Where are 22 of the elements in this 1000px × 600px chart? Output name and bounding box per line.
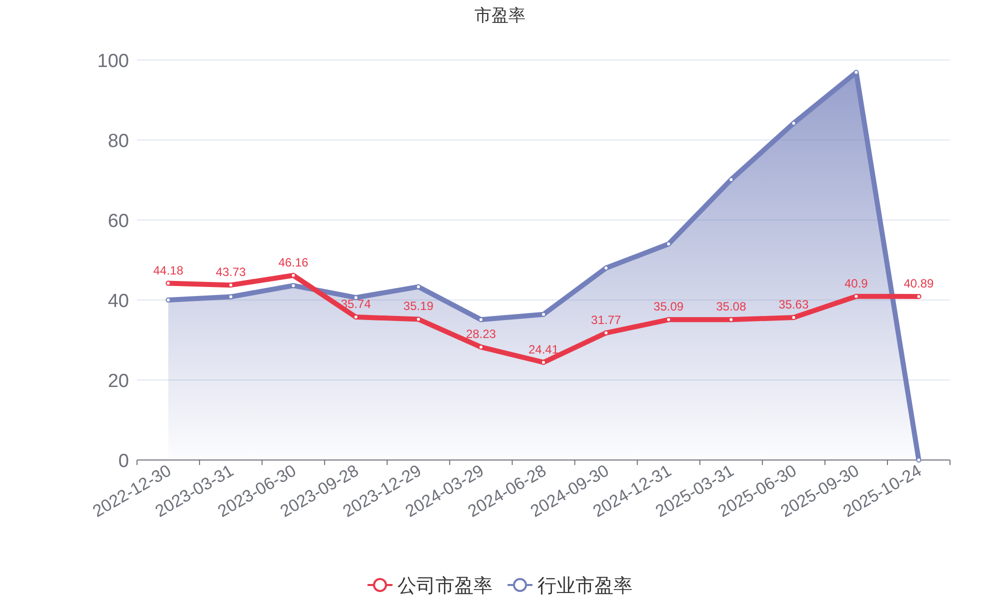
data-label: 35.63 bbox=[778, 297, 809, 312]
data-label: 31.77 bbox=[591, 312, 622, 327]
y-tick-label: 80 bbox=[108, 131, 129, 152]
legend-label: 行业市盈率 bbox=[538, 575, 632, 597]
y-tick-label: 60 bbox=[108, 211, 129, 232]
data-label: 24.41 bbox=[528, 342, 559, 356]
data-label: 46.16 bbox=[278, 255, 309, 270]
data-label: 44.18 bbox=[153, 263, 184, 278]
y-tick-label: 0 bbox=[118, 451, 129, 472]
point bbox=[791, 120, 796, 126]
data-label: 35.09 bbox=[654, 300, 684, 314]
y-tick-label: 40 bbox=[108, 291, 129, 312]
y-tick-label: 100 bbox=[97, 51, 129, 72]
y-tick-label: 20 bbox=[108, 371, 129, 392]
data-label: 35.08 bbox=[716, 300, 746, 314]
data-label: 28.23 bbox=[466, 327, 496, 342]
data-label: 40.89 bbox=[904, 276, 934, 290]
data-label: 43.73 bbox=[216, 265, 246, 280]
title: 市盈率 bbox=[474, 6, 526, 25]
data-label: 40.9 bbox=[844, 276, 868, 290]
data-label: 35.19 bbox=[403, 299, 434, 314]
legend-label: 公司市盈率 bbox=[398, 575, 492, 597]
